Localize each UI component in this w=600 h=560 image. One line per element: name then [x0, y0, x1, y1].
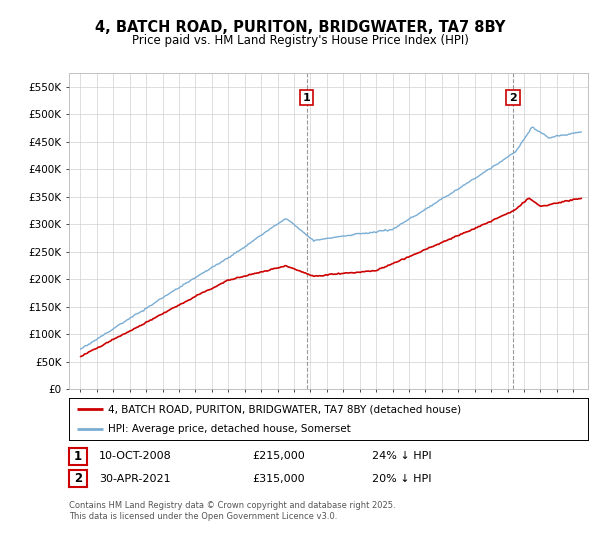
- Text: 1: 1: [303, 92, 311, 102]
- Text: 30-APR-2021: 30-APR-2021: [99, 474, 170, 484]
- Text: 4, BATCH ROAD, PURITON, BRIDGWATER, TA7 8BY (detached house): 4, BATCH ROAD, PURITON, BRIDGWATER, TA7 …: [108, 404, 461, 414]
- Text: Contains HM Land Registry data © Crown copyright and database right 2025.
This d: Contains HM Land Registry data © Crown c…: [69, 501, 395, 521]
- Text: £215,000: £215,000: [252, 451, 305, 461]
- Text: 10-OCT-2008: 10-OCT-2008: [99, 451, 172, 461]
- Text: Price paid vs. HM Land Registry's House Price Index (HPI): Price paid vs. HM Land Registry's House …: [131, 34, 469, 46]
- Text: 24% ↓ HPI: 24% ↓ HPI: [372, 451, 431, 461]
- Text: 4, BATCH ROAD, PURITON, BRIDGWATER, TA7 8BY: 4, BATCH ROAD, PURITON, BRIDGWATER, TA7 …: [95, 20, 505, 35]
- Text: 2: 2: [509, 92, 517, 102]
- Text: 2: 2: [74, 472, 82, 486]
- Text: HPI: Average price, detached house, Somerset: HPI: Average price, detached house, Some…: [108, 424, 350, 434]
- Text: 20% ↓ HPI: 20% ↓ HPI: [372, 474, 431, 484]
- Text: £315,000: £315,000: [252, 474, 305, 484]
- Text: 1: 1: [74, 450, 82, 463]
